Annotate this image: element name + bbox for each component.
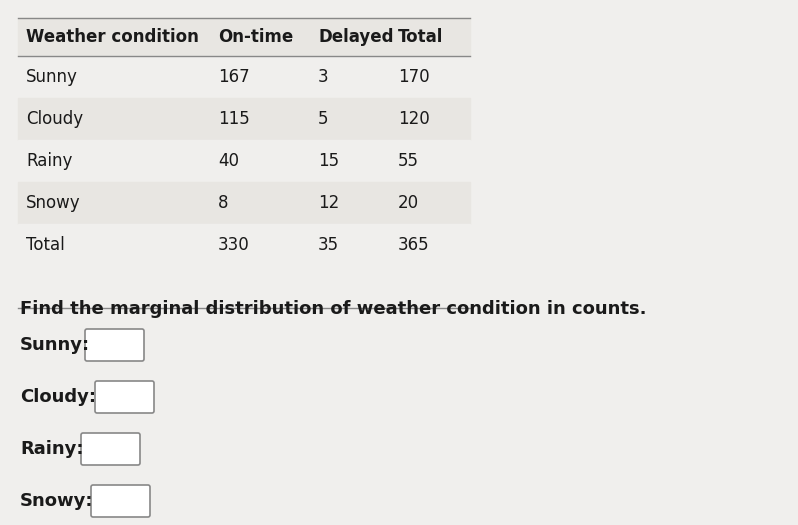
Text: Weather condition: Weather condition xyxy=(26,28,199,46)
Text: Find the marginal distribution of weather condition in counts.: Find the marginal distribution of weathe… xyxy=(20,300,646,318)
Text: Cloudy: Cloudy xyxy=(26,110,83,128)
Text: 55: 55 xyxy=(398,152,419,170)
Text: Rainy: Rainy xyxy=(26,152,73,170)
FancyBboxPatch shape xyxy=(91,485,150,517)
Text: Delayed: Delayed xyxy=(318,28,393,46)
Text: 8: 8 xyxy=(218,194,228,212)
Text: 365: 365 xyxy=(398,236,429,254)
Bar xyxy=(18,18,470,56)
Text: 3: 3 xyxy=(318,68,329,86)
Text: 5: 5 xyxy=(318,110,329,128)
Bar xyxy=(18,224,470,266)
Text: Sunny:: Sunny: xyxy=(20,336,90,354)
Text: 167: 167 xyxy=(218,68,250,86)
Bar xyxy=(18,56,470,98)
Text: Total: Total xyxy=(398,28,444,46)
Bar xyxy=(18,140,470,182)
FancyBboxPatch shape xyxy=(85,329,144,361)
Text: 20: 20 xyxy=(398,194,419,212)
Text: 15: 15 xyxy=(318,152,339,170)
Text: Snowy:: Snowy: xyxy=(20,492,93,510)
Text: 115: 115 xyxy=(218,110,250,128)
Text: Cloudy:: Cloudy: xyxy=(20,388,96,406)
Text: Snowy: Snowy xyxy=(26,194,81,212)
FancyBboxPatch shape xyxy=(95,381,154,413)
Text: 330: 330 xyxy=(218,236,250,254)
FancyBboxPatch shape xyxy=(81,433,140,465)
Text: 40: 40 xyxy=(218,152,239,170)
Text: Rainy:: Rainy: xyxy=(20,440,84,458)
Text: 35: 35 xyxy=(318,236,339,254)
Text: Total: Total xyxy=(26,236,65,254)
Bar xyxy=(18,98,470,140)
Bar xyxy=(18,182,470,224)
Text: 12: 12 xyxy=(318,194,339,212)
Text: 170: 170 xyxy=(398,68,429,86)
Text: Sunny: Sunny xyxy=(26,68,78,86)
Text: 120: 120 xyxy=(398,110,430,128)
Text: On-time: On-time xyxy=(218,28,293,46)
